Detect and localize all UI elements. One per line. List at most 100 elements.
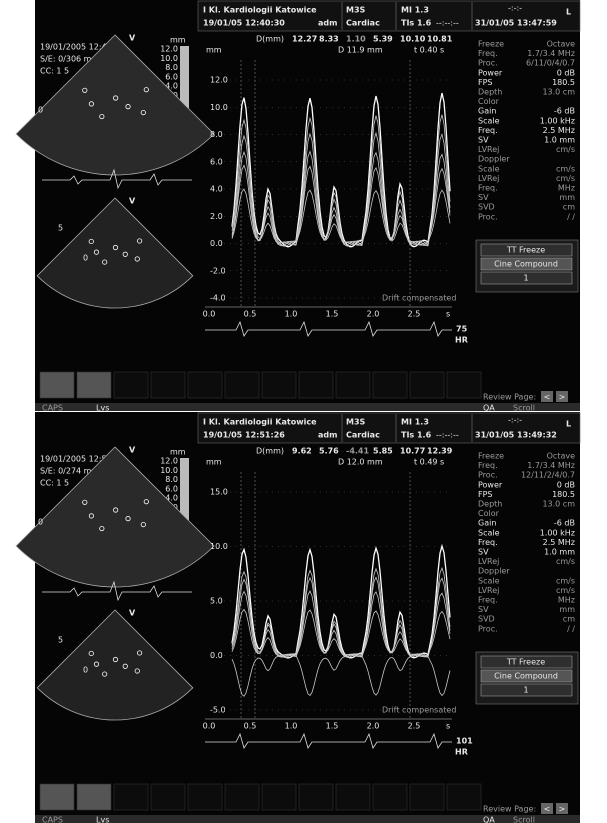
setting-name: Depth [478,88,502,97]
image-cc: CC: 1 5 [40,67,69,76]
tab-label[interactable]: Lvs [96,816,109,823]
tracking-point [82,87,88,93]
nav-label[interactable]: < [544,805,551,814]
y-unit: mm [206,46,222,55]
tab-label[interactable]: CAPS [42,404,63,413]
thumbnail-slot[interactable] [187,783,223,811]
thumbnail-slot[interactable] [76,783,112,811]
setting-value: 1.0 mm [544,136,575,145]
thumbnail-slot[interactable] [187,371,223,399]
setting-name: Freq. [478,538,498,547]
review-label: Review Page: [483,805,536,814]
header-bar [197,412,581,444]
thumbnail-slot[interactable] [372,371,408,399]
setting-value: 1.00 kHz [540,116,575,125]
button[interactable] [480,271,573,285]
thumbnail-slot[interactable] [224,783,260,811]
depth-mark: 5 [58,224,63,233]
tab-label[interactable]: CAPS [42,816,63,823]
setting-name: Gain [478,519,496,528]
thumbnail-slot[interactable] [39,783,75,811]
thumbnail-slot[interactable] [335,783,371,811]
tab-label[interactable]: Lvs [96,404,109,413]
thumbnail-slot[interactable] [372,783,408,811]
tracking-point [143,87,149,93]
nav-button[interactable] [541,391,553,402]
depth-mark: 0 [38,106,43,115]
button[interactable] [480,243,573,257]
thumbnail-slot[interactable] [261,783,297,811]
ecg-trace [42,580,192,602]
button[interactable] [480,257,573,271]
x-tick-label: 2.5 [408,310,421,319]
header-datetime: 19/01/05 12:51:26 [203,431,285,440]
thumbnail-slot[interactable] [261,371,297,399]
y-unit: mm [206,458,222,467]
tab-label[interactable]: QA [483,816,495,823]
header-mi: MI 1.3 [401,6,429,15]
tracking-point [134,668,140,674]
header-datetime: 19/01/05 12:40:30 [203,19,285,28]
tab-label[interactable]: Scroll [513,816,535,823]
setting-name: SV [478,193,489,202]
scale-label: 6.0 [165,72,178,81]
thumbnail-slot[interactable] [150,371,186,399]
setting-value: 13.0 cm [542,500,575,509]
setting-name: Doppler [478,567,510,576]
nav-button[interactable] [541,803,553,814]
setting-name: LVRej [478,145,499,154]
button-label[interactable]: Cine Compound [494,672,558,681]
thumbnail-slot[interactable] [446,371,482,399]
thumbnail-slot[interactable] [113,371,149,399]
button-label[interactable]: Cine Compound [494,260,558,269]
thumbnail-slot[interactable] [224,371,260,399]
setting-name: LVRej [478,557,499,566]
button[interactable] [480,683,573,697]
thumbnail-slot[interactable] [298,783,334,811]
button[interactable] [480,655,573,669]
d-value: 5.39 [373,35,393,44]
thumbnail-slot[interactable] [113,783,149,811]
thumbnail-slot[interactable] [150,783,186,811]
setting-name: Proc. [478,212,498,221]
button[interactable] [480,669,573,683]
header-clock_top: -:-:- [508,416,522,425]
tab-label[interactable]: QA [483,404,495,413]
tracking-point [88,101,95,107]
nav-label[interactable]: > [559,393,566,402]
y-tick-label: 6.0 [210,157,223,166]
thumbnail-slot[interactable] [446,783,482,811]
button-label[interactable]: 1 [523,274,528,283]
thumbnail-slot[interactable] [335,371,371,399]
tracking-point [88,238,94,245]
thumbnail-slot[interactable] [39,371,75,399]
tracking-point [88,513,95,519]
d-value: 5.76 [319,447,339,456]
scale-label: 4.0 [165,82,178,91]
button-label[interactable]: TT Freeze [506,658,545,667]
thumbnail-slot[interactable] [409,371,445,399]
tab-label[interactable]: Scroll [513,404,535,413]
nav-button[interactable] [556,803,568,814]
nav-button[interactable] [556,391,568,402]
setting-value: 1.0 mm [544,548,575,557]
setting-value: cm [563,615,575,624]
setting-name: Power [478,480,503,489]
nav-label[interactable]: < [544,393,551,402]
color-scale [180,458,189,520]
thumbnail-slot[interactable] [298,371,334,399]
setting-value: -6 dB [554,519,575,528]
thumbnail-slot[interactable] [76,371,112,399]
ecg-trace [42,168,192,190]
x-tick-label: 0.5 [244,310,257,319]
button-label[interactable]: TT Freeze [506,246,545,255]
setting-value: cm [563,203,575,212]
header-bar [197,0,581,32]
nav-label[interactable]: > [559,805,566,814]
thumbnail-slot[interactable] [409,783,445,811]
tracking-point [136,650,143,656]
setting-value: 0 dB [557,68,575,77]
image-datetime: 19/01/2005 12:51:26 [40,455,125,464]
button-label[interactable]: 1 [523,686,528,695]
setting-name: Freeze [478,40,504,49]
